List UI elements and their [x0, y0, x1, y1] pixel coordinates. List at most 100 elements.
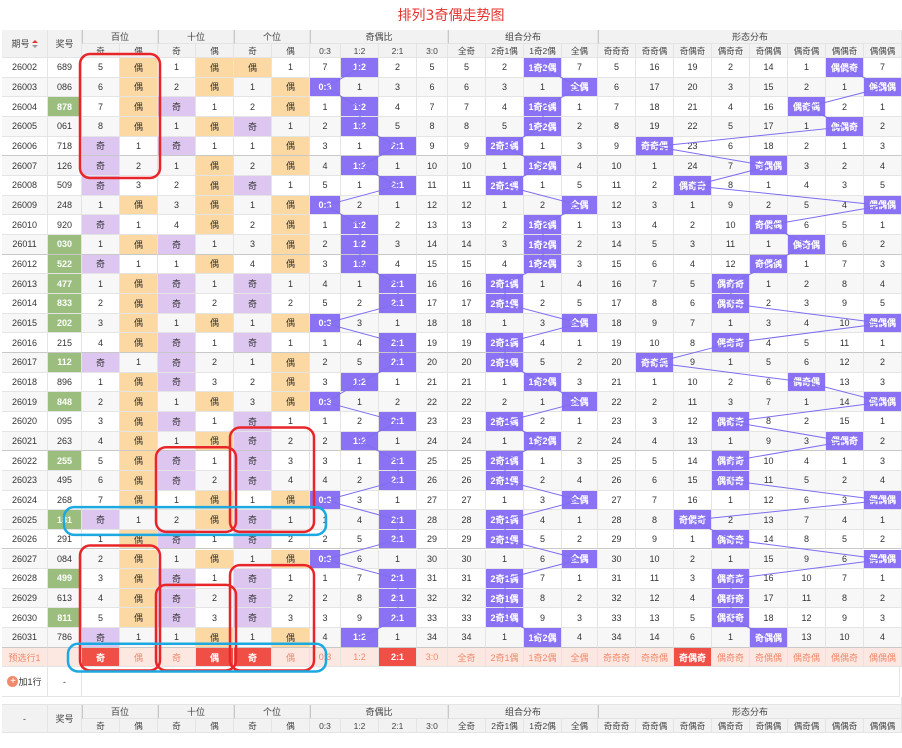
predict-option[interactable]: 偶 [272, 647, 310, 668]
shape-cell: 10 [788, 569, 826, 589]
predict-option[interactable]: 奇 [82, 647, 120, 668]
ratio-cell: 32 [417, 588, 448, 609]
shape-cell: 12 [674, 411, 712, 432]
shape-cell: 3 [712, 77, 750, 98]
sort-icon[interactable] [31, 39, 38, 48]
predict-combo-option[interactable]: 全偶 [562, 647, 598, 668]
shape-cell: 9 [674, 352, 712, 373]
predict-combo-option[interactable]: 1奇2偶 [524, 647, 562, 668]
shape-cell: 2 [864, 116, 902, 137]
ratio-cell: 1:2 [341, 234, 379, 255]
col-sub-ratio: 1:2 [341, 44, 379, 58]
prize-cell: 509 [48, 175, 82, 196]
col-sub-odd: 奇 [234, 44, 272, 58]
predict-combo-option[interactable]: 全奇 [448, 647, 486, 668]
shape-cell: 6 [750, 372, 788, 393]
issue-cell: 26029 [2, 588, 48, 609]
prize-cell: 030 [48, 234, 82, 255]
combo-cell: 2 [562, 529, 598, 550]
parity-miss: 2 [82, 549, 120, 570]
ratio-cell: 3 [379, 77, 417, 98]
predict-shape-option[interactable]: 偶偶奇 [826, 647, 864, 668]
ratio-cell: 1 [379, 313, 417, 334]
parity-miss: 2 [234, 215, 272, 235]
parity-miss: 1 [158, 156, 196, 176]
col-sub-shape: 奇奇奇 [598, 44, 636, 58]
parity-miss: 1 [82, 195, 120, 216]
col-sub-even: 偶 [120, 719, 158, 734]
shape-cell: 6 [636, 470, 674, 491]
parity-miss: 2 [272, 588, 310, 609]
parity-miss: 1 [158, 58, 196, 78]
ratio-cell: 1:2 [341, 156, 379, 176]
parity-miss: 3 [196, 608, 234, 629]
predict-shape-option[interactable]: 奇奇奇 [598, 647, 636, 668]
parity-miss: 7 [82, 490, 120, 511]
combo-cell: 22 [448, 392, 486, 412]
ratio-cell: 9 [341, 608, 379, 629]
parity-miss: 4 [82, 431, 120, 452]
combo-cell: 1奇2偶 [524, 234, 562, 255]
col-header-issue[interactable]: - [2, 705, 48, 734]
parity-hit: 偶 [234, 58, 272, 78]
shape-cell: 13 [636, 608, 674, 629]
combo-cell: 8 [524, 588, 562, 609]
parity-hit: 偶 [120, 195, 158, 216]
parity-hit: 偶 [272, 195, 310, 216]
shape-cell: 4 [864, 156, 902, 176]
predict-option[interactable]: 奇 [158, 647, 196, 668]
predict-ratio-option[interactable]: 3:0 [417, 647, 448, 668]
ratio-cell: 1:2 [341, 116, 379, 137]
parity-hit: 偶 [120, 411, 158, 432]
parity-hit: 偶 [120, 116, 158, 137]
combo-cell: 2奇1偶 [486, 588, 524, 609]
add-row-button[interactable]: + 加1行 [2, 667, 48, 698]
ratio-cell: 1 [341, 274, 379, 294]
shape-cell: 18 [636, 97, 674, 117]
ratio-cell: 0:3 [310, 549, 341, 570]
shape-cell: 10 [598, 156, 636, 176]
shape-cell: 4 [788, 451, 826, 471]
predict-ratio-option[interactable]: 2:1 [379, 647, 417, 668]
predict-shape-option[interactable]: 偶奇偶 [788, 647, 826, 668]
combo-cell: 全偶 [562, 77, 598, 98]
combo-cell: 9 [448, 136, 486, 157]
predict-shape-option[interactable]: 奇奇偶 [636, 647, 674, 668]
predict-combo-option[interactable]: 2奇1偶 [486, 647, 524, 668]
combo-cell: 1 [524, 175, 562, 196]
ratio-cell: 2:1 [379, 293, 417, 314]
shape-cell: 10 [636, 549, 674, 570]
shape-cell: 2 [864, 234, 902, 255]
predict-shape-option[interactable]: 偶偶偶 [864, 647, 902, 668]
predict-option[interactable]: 偶 [196, 647, 234, 668]
col-group-header: 个位 [234, 705, 310, 720]
predict-shape-option[interactable]: 奇偶偶 [750, 647, 788, 668]
predict-ratio-option[interactable]: 0:3 [310, 647, 341, 668]
shape-cell: 5 [826, 529, 864, 550]
predict-shape-option[interactable]: 偶奇奇 [712, 647, 750, 668]
parity-miss: 1 [234, 136, 272, 157]
ratio-cell: 1:2 [341, 215, 379, 235]
shape-cell: 11 [598, 175, 636, 196]
shape-cell: 偶偶偶 [864, 77, 902, 98]
col-header-issue[interactable]: 期号 [2, 30, 48, 58]
parity-hit: 偶 [120, 333, 158, 353]
shape-cell: 21 [674, 97, 712, 117]
issue-cell: 26023 [2, 470, 48, 491]
parity-hit: 偶 [272, 234, 310, 255]
shape-cell: 20 [598, 352, 636, 373]
predict-shape-option[interactable]: 奇偶奇 [674, 647, 712, 668]
ratio-cell: 4 [341, 333, 379, 353]
predict-option[interactable]: 偶 [120, 647, 158, 668]
col-sub-ratio: 0:3 [310, 44, 341, 58]
col-group-header: 组合分布 [448, 705, 598, 720]
shape-cell: 2 [636, 392, 674, 412]
parity-hit: 偶 [120, 431, 158, 452]
predict-ratio-option[interactable]: 1:2 [341, 647, 379, 668]
combo-cell: 3 [486, 77, 524, 98]
parity-hit: 奇 [158, 352, 196, 373]
predict-option[interactable]: 奇 [234, 647, 272, 668]
parity-hit: 偶 [120, 470, 158, 491]
shape-cell: 12 [636, 588, 674, 609]
ratio-cell: 1 [341, 77, 379, 98]
